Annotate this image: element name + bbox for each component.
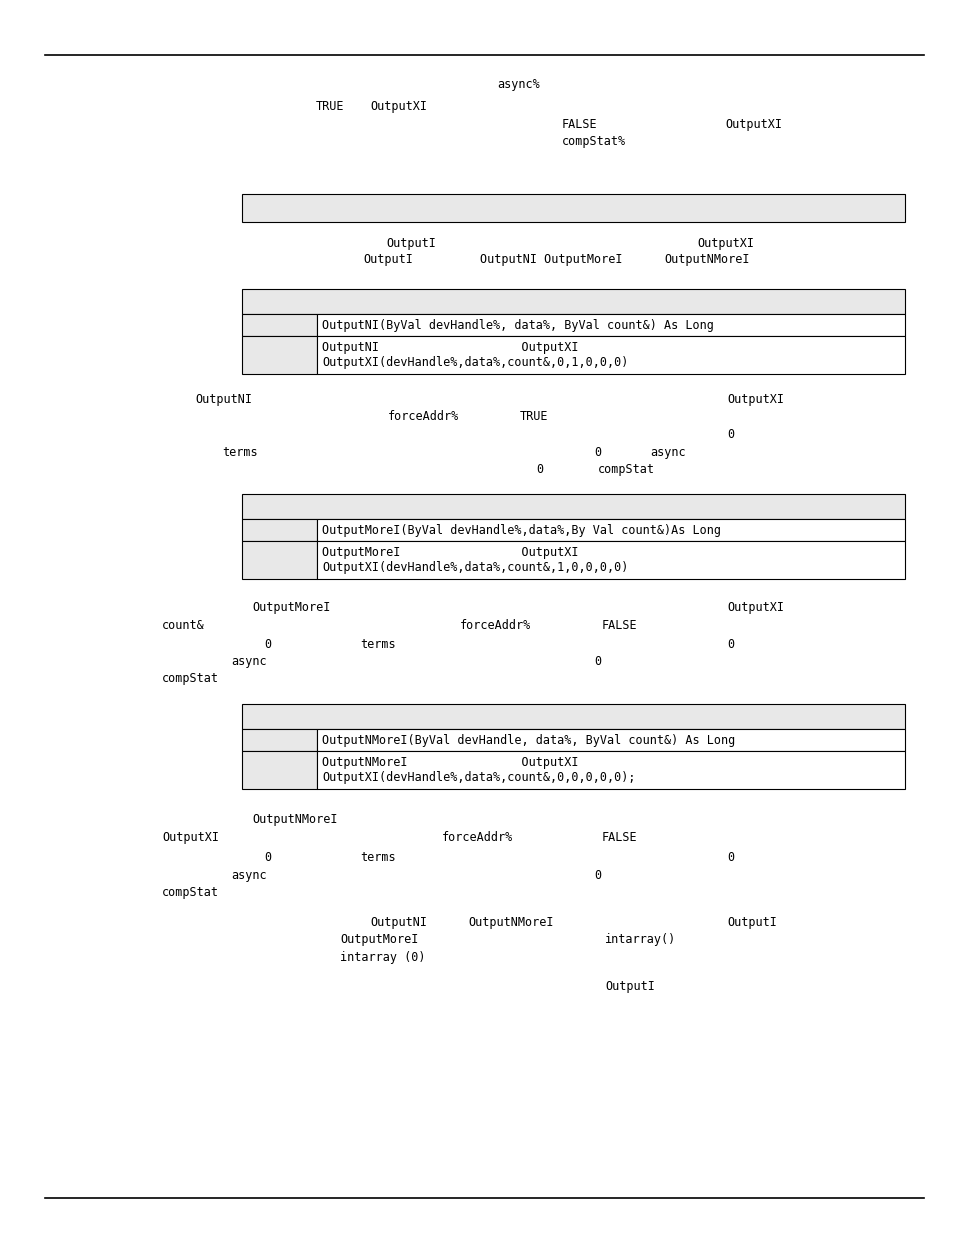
Text: FALSE: FALSE (601, 619, 637, 632)
Text: OutputXI: OutputXI (370, 100, 427, 112)
Text: 0: 0 (726, 429, 734, 441)
Text: compStat: compStat (598, 463, 655, 475)
Text: OutputXI: OutputXI (162, 831, 219, 844)
Text: intarray(): intarray() (604, 932, 676, 946)
Bar (242, 314, 316, 336)
Bar (316, 336, 904, 374)
Bar (316, 541, 904, 579)
Text: OutputNMoreI(ByVal devHandle, data%, ByVal count&) As Long: OutputNMoreI(ByVal devHandle, data%, ByV… (322, 734, 735, 747)
Bar (242, 519, 316, 541)
Bar (242, 751, 316, 789)
Bar (242, 289, 904, 314)
Text: OutputNI(ByVal devHandle%, data%, ByVal count&) As Long: OutputNI(ByVal devHandle%, data%, ByVal … (322, 319, 713, 332)
Text: OutputXI: OutputXI (724, 119, 781, 131)
Text: 0: 0 (726, 851, 734, 864)
Text: 0: 0 (594, 446, 600, 459)
Text: OutputMoreI(ByVal devHandle%,data%,By Val count&)As Long: OutputMoreI(ByVal devHandle%,data%,By Va… (322, 524, 720, 537)
Text: 0: 0 (264, 638, 271, 651)
Text: compStat%: compStat% (561, 135, 625, 148)
Bar (242, 494, 904, 519)
Bar (316, 751, 904, 789)
Text: intarray (0): intarray (0) (339, 951, 425, 965)
Bar (316, 729, 904, 751)
Bar (242, 336, 316, 374)
Bar (242, 729, 316, 751)
Text: OutputNI                    OutputXI
OutputXI(devHandle%,data%,count&,0,1,0,0,0): OutputNI OutputXI OutputXI(devHandle%,da… (322, 341, 628, 369)
Text: OutputMoreI: OutputMoreI (252, 601, 330, 614)
Text: forceAddr%: forceAddr% (441, 831, 513, 844)
Text: OutputXI: OutputXI (726, 393, 783, 406)
Text: 0: 0 (594, 869, 600, 882)
Text: 0: 0 (726, 638, 734, 651)
Text: TRUE: TRUE (315, 100, 344, 112)
Text: async: async (649, 446, 685, 459)
Bar (242, 194, 904, 222)
Text: OutputI: OutputI (604, 981, 654, 993)
Text: OutputI: OutputI (363, 253, 413, 266)
Text: forceAddr%: forceAddr% (459, 619, 531, 632)
Text: OutputNMoreI: OutputNMoreI (468, 916, 553, 929)
Text: OutputNMoreI: OutputNMoreI (663, 253, 749, 266)
Text: OutputNI OutputMoreI: OutputNI OutputMoreI (479, 253, 622, 266)
Text: async%: async% (497, 78, 539, 91)
Text: OutputNI: OutputNI (194, 393, 252, 406)
Text: count&: count& (162, 619, 205, 632)
Text: 0: 0 (264, 851, 271, 864)
Text: terms: terms (222, 446, 257, 459)
Text: async: async (231, 869, 266, 882)
Text: terms: terms (359, 638, 395, 651)
Text: OutputMoreI: OutputMoreI (339, 932, 418, 946)
Bar (242, 704, 904, 729)
Text: 0: 0 (536, 463, 542, 475)
Text: OutputNI: OutputNI (370, 916, 427, 929)
Text: OutputNMoreI                OutputXI
OutputXI(devHandle%,data%,count&,0,0,0,0,0): OutputNMoreI OutputXI OutputXI(devHandle… (322, 756, 635, 784)
Bar (242, 541, 316, 579)
Bar (316, 314, 904, 336)
Text: 0: 0 (594, 655, 600, 668)
Text: FALSE: FALSE (561, 119, 597, 131)
Text: OutputNMoreI: OutputNMoreI (252, 813, 337, 826)
Bar (316, 519, 904, 541)
Text: OutputI: OutputI (726, 916, 776, 929)
Text: OutputXI: OutputXI (726, 601, 783, 614)
Text: OutputXI: OutputXI (697, 237, 753, 249)
Text: terms: terms (359, 851, 395, 864)
Text: TRUE: TRUE (519, 410, 548, 424)
Text: compStat: compStat (162, 885, 219, 899)
Text: compStat: compStat (162, 672, 219, 685)
Text: FALSE: FALSE (601, 831, 637, 844)
Text: OutputMoreI                 OutputXI
OutputXI(devHandle%,data%,count&,1,0,0,0,0): OutputMoreI OutputXI OutputXI(devHandle%… (322, 546, 628, 574)
Text: OutputI: OutputI (386, 237, 436, 249)
Text: async: async (231, 655, 266, 668)
Text: forceAddr%: forceAddr% (388, 410, 458, 424)
